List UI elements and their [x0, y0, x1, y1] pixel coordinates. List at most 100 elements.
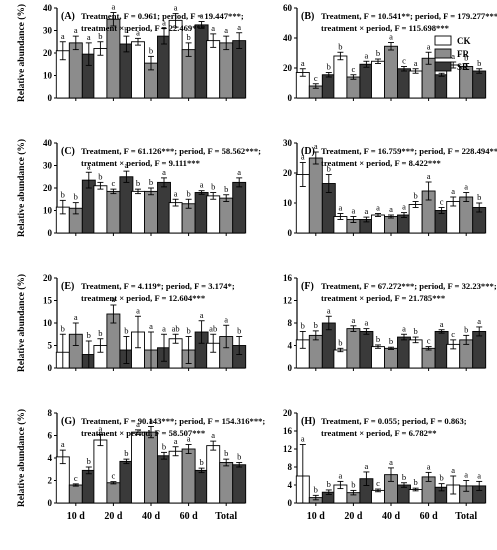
- bar-ck: [131, 190, 145, 234]
- bar-fr: [219, 42, 234, 99]
- sig-letter: b: [389, 336, 393, 346]
- sig-letter: a: [211, 430, 215, 440]
- bar-sr: [359, 330, 374, 369]
- y-tick-label: 4: [288, 341, 293, 351]
- sig-letter: c: [402, 56, 406, 66]
- sig-letter: a: [162, 323, 166, 333]
- x-tick-label: 10 d: [67, 511, 86, 522]
- y-axis-label: Relative abundance (%): [16, 139, 27, 237]
- sig-letter: a: [402, 202, 406, 212]
- sig-letter: a: [224, 25, 228, 35]
- sig-letter: b: [327, 62, 331, 72]
- bar-sr: [397, 484, 411, 504]
- x-tick-label: 40 d: [382, 511, 401, 522]
- x-tick-label: 20 d: [104, 511, 123, 522]
- bar-sr: [397, 336, 411, 369]
- sig-letter: a: [301, 434, 305, 444]
- bar-fr: [219, 197, 234, 234]
- sig-letter: a: [237, 22, 241, 32]
- sig-letter: b: [98, 328, 102, 338]
- sig-letter: c: [451, 329, 455, 339]
- legend: CK FR SR: [434, 35, 471, 72]
- y-tick-label: 0: [48, 363, 53, 373]
- bar-sr: [232, 464, 247, 504]
- bar-fr: [384, 347, 398, 369]
- bar-fr: [346, 328, 361, 369]
- x-tick-label: 10 d: [307, 511, 326, 522]
- sig-letter: c: [112, 178, 116, 188]
- sig-letter: a: [61, 439, 65, 449]
- sig-letter: a: [464, 470, 468, 480]
- panel-stats-line-2: treatment × period, F = 21.785***: [321, 293, 445, 303]
- sig-letter: a: [440, 319, 444, 329]
- bar-fr: [219, 462, 234, 504]
- y-tick-label: 20: [283, 408, 293, 418]
- bar-sr: [157, 35, 171, 99]
- sig-letter: b: [237, 326, 241, 336]
- y-tick-label: 40: [283, 33, 293, 43]
- y-tick-label: 10: [43, 206, 53, 216]
- sig-letter: b: [224, 184, 228, 194]
- sig-letter: c: [440, 197, 444, 207]
- sig-letter: b: [186, 32, 190, 42]
- bar-ck: [168, 202, 183, 234]
- panel-stats-line-2: treatment × period, F = 22.469***: [81, 23, 205, 33]
- bar-sr: [397, 68, 411, 99]
- y-tick-label: 20: [43, 183, 53, 193]
- sig-letter: a: [427, 461, 431, 471]
- sig-letter: b: [186, 326, 190, 336]
- bar-ck: [206, 445, 221, 504]
- y-tick-label: 12: [283, 296, 293, 306]
- sig-letter: b: [439, 473, 443, 483]
- sig-letter: a: [112, 294, 116, 304]
- bar-sr: [157, 181, 171, 234]
- sig-letter: a: [402, 323, 406, 333]
- sig-letter: a: [365, 461, 369, 471]
- legend-swatch-fr: [434, 48, 452, 59]
- x-tick-label: 40 d: [142, 511, 161, 522]
- y-tick-label: 0: [288, 228, 293, 238]
- bar-fr: [106, 482, 121, 504]
- sig-letter: c: [112, 471, 116, 481]
- y-tick-label: 0: [48, 93, 53, 103]
- sig-letter: b: [477, 192, 481, 202]
- y-tick-label: 2: [48, 476, 53, 486]
- bar-fr: [346, 76, 361, 99]
- sig-letter: a: [237, 167, 241, 177]
- bar-fr: [181, 448, 196, 504]
- y-axis-label: Relative abundance (%): [16, 409, 27, 507]
- sig-letter: b: [87, 330, 91, 340]
- bar-ck: [408, 339, 423, 369]
- sig-letter: b: [413, 477, 417, 487]
- bar-sr: [194, 192, 209, 234]
- y-tick-label: 0: [288, 93, 293, 103]
- bar-fr: [421, 347, 436, 369]
- sig-letter: c: [427, 336, 431, 346]
- panel-label: (E): [61, 281, 74, 292]
- bar-ck: [408, 70, 423, 99]
- sig-letter: b: [338, 337, 342, 347]
- x-tick-label: 20 d: [344, 511, 363, 522]
- panel-label: (C): [61, 146, 75, 157]
- panel-stats-line-1: Treatment, F = 67.272***; period, F = 32…: [321, 281, 497, 291]
- y-tick-label: 0: [288, 498, 293, 508]
- legend-swatch-sr: [434, 61, 452, 72]
- sig-letter: a: [149, 321, 153, 331]
- panel-stats-line-2: treatment × period, F = 8.422***: [321, 158, 441, 168]
- x-tick-label: Total: [215, 511, 237, 522]
- y-tick-label: 20: [283, 168, 293, 178]
- y-tick-label: 0: [48, 228, 53, 238]
- bar-sr: [194, 469, 209, 504]
- sig-letter: b: [61, 189, 65, 199]
- x-tick-label: 60 d: [420, 511, 439, 522]
- y-tick-label: 20: [283, 63, 293, 73]
- y-tick-label: 5: [48, 341, 53, 351]
- panel-stats-line-2: treatment × period, F = 115.698***: [321, 23, 449, 33]
- sig-letter: a: [339, 203, 343, 213]
- y-tick-label: 15: [43, 296, 53, 306]
- sig-letter: b: [301, 320, 305, 330]
- sig-letter: a: [112, 2, 116, 12]
- sig-letter: a: [477, 470, 481, 480]
- bar-fr: [384, 45, 398, 99]
